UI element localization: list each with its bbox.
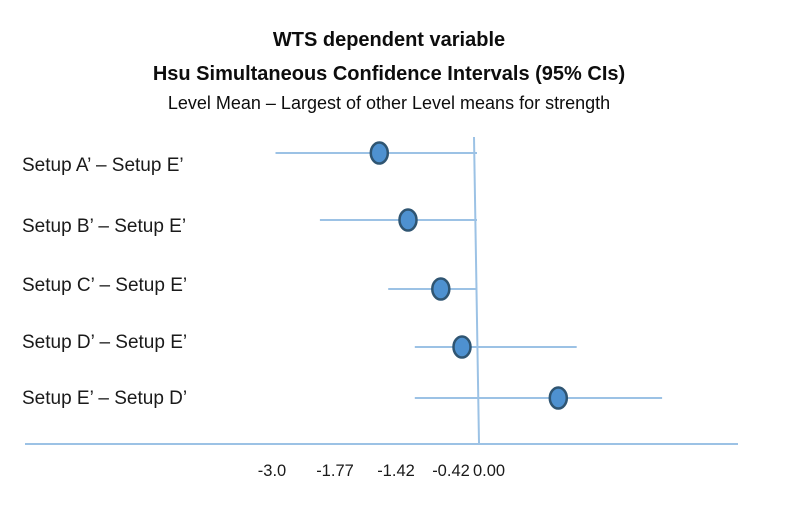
x-tick-label: -3.0	[257, 462, 287, 480]
chart-subtitle: Hsu Simultaneous Confidence Intervals (9…	[152, 63, 626, 85]
ci-series-group	[275, 141, 663, 410]
row-label: Setup B’ – Setup E’	[22, 216, 187, 237]
x-tick-label: -0.42	[432, 462, 470, 480]
chart-title: WTS dependent variable	[272, 29, 506, 51]
x-tick-label: -1.77	[316, 462, 354, 480]
ci-mean-marker	[398, 208, 418, 232]
x-tick-label: -1.42	[377, 462, 415, 480]
row-label: Setup D’ – Setup E’	[22, 332, 188, 353]
row-label: Setup E’ – Setup D’	[22, 388, 188, 409]
ci-mean-marker	[452, 335, 472, 359]
row-label: Setup A’ – Setup E’	[22, 155, 184, 176]
ci-mean-marker	[369, 141, 390, 165]
ci-mean-marker	[548, 386, 569, 410]
row-label: Setup C’ – Setup E’	[22, 275, 188, 296]
x-tick-label: 0.00	[472, 462, 506, 480]
ci-mean-marker	[431, 277, 451, 301]
chart-axis-note: Level Mean – Largest of other Level mean…	[167, 93, 611, 113]
